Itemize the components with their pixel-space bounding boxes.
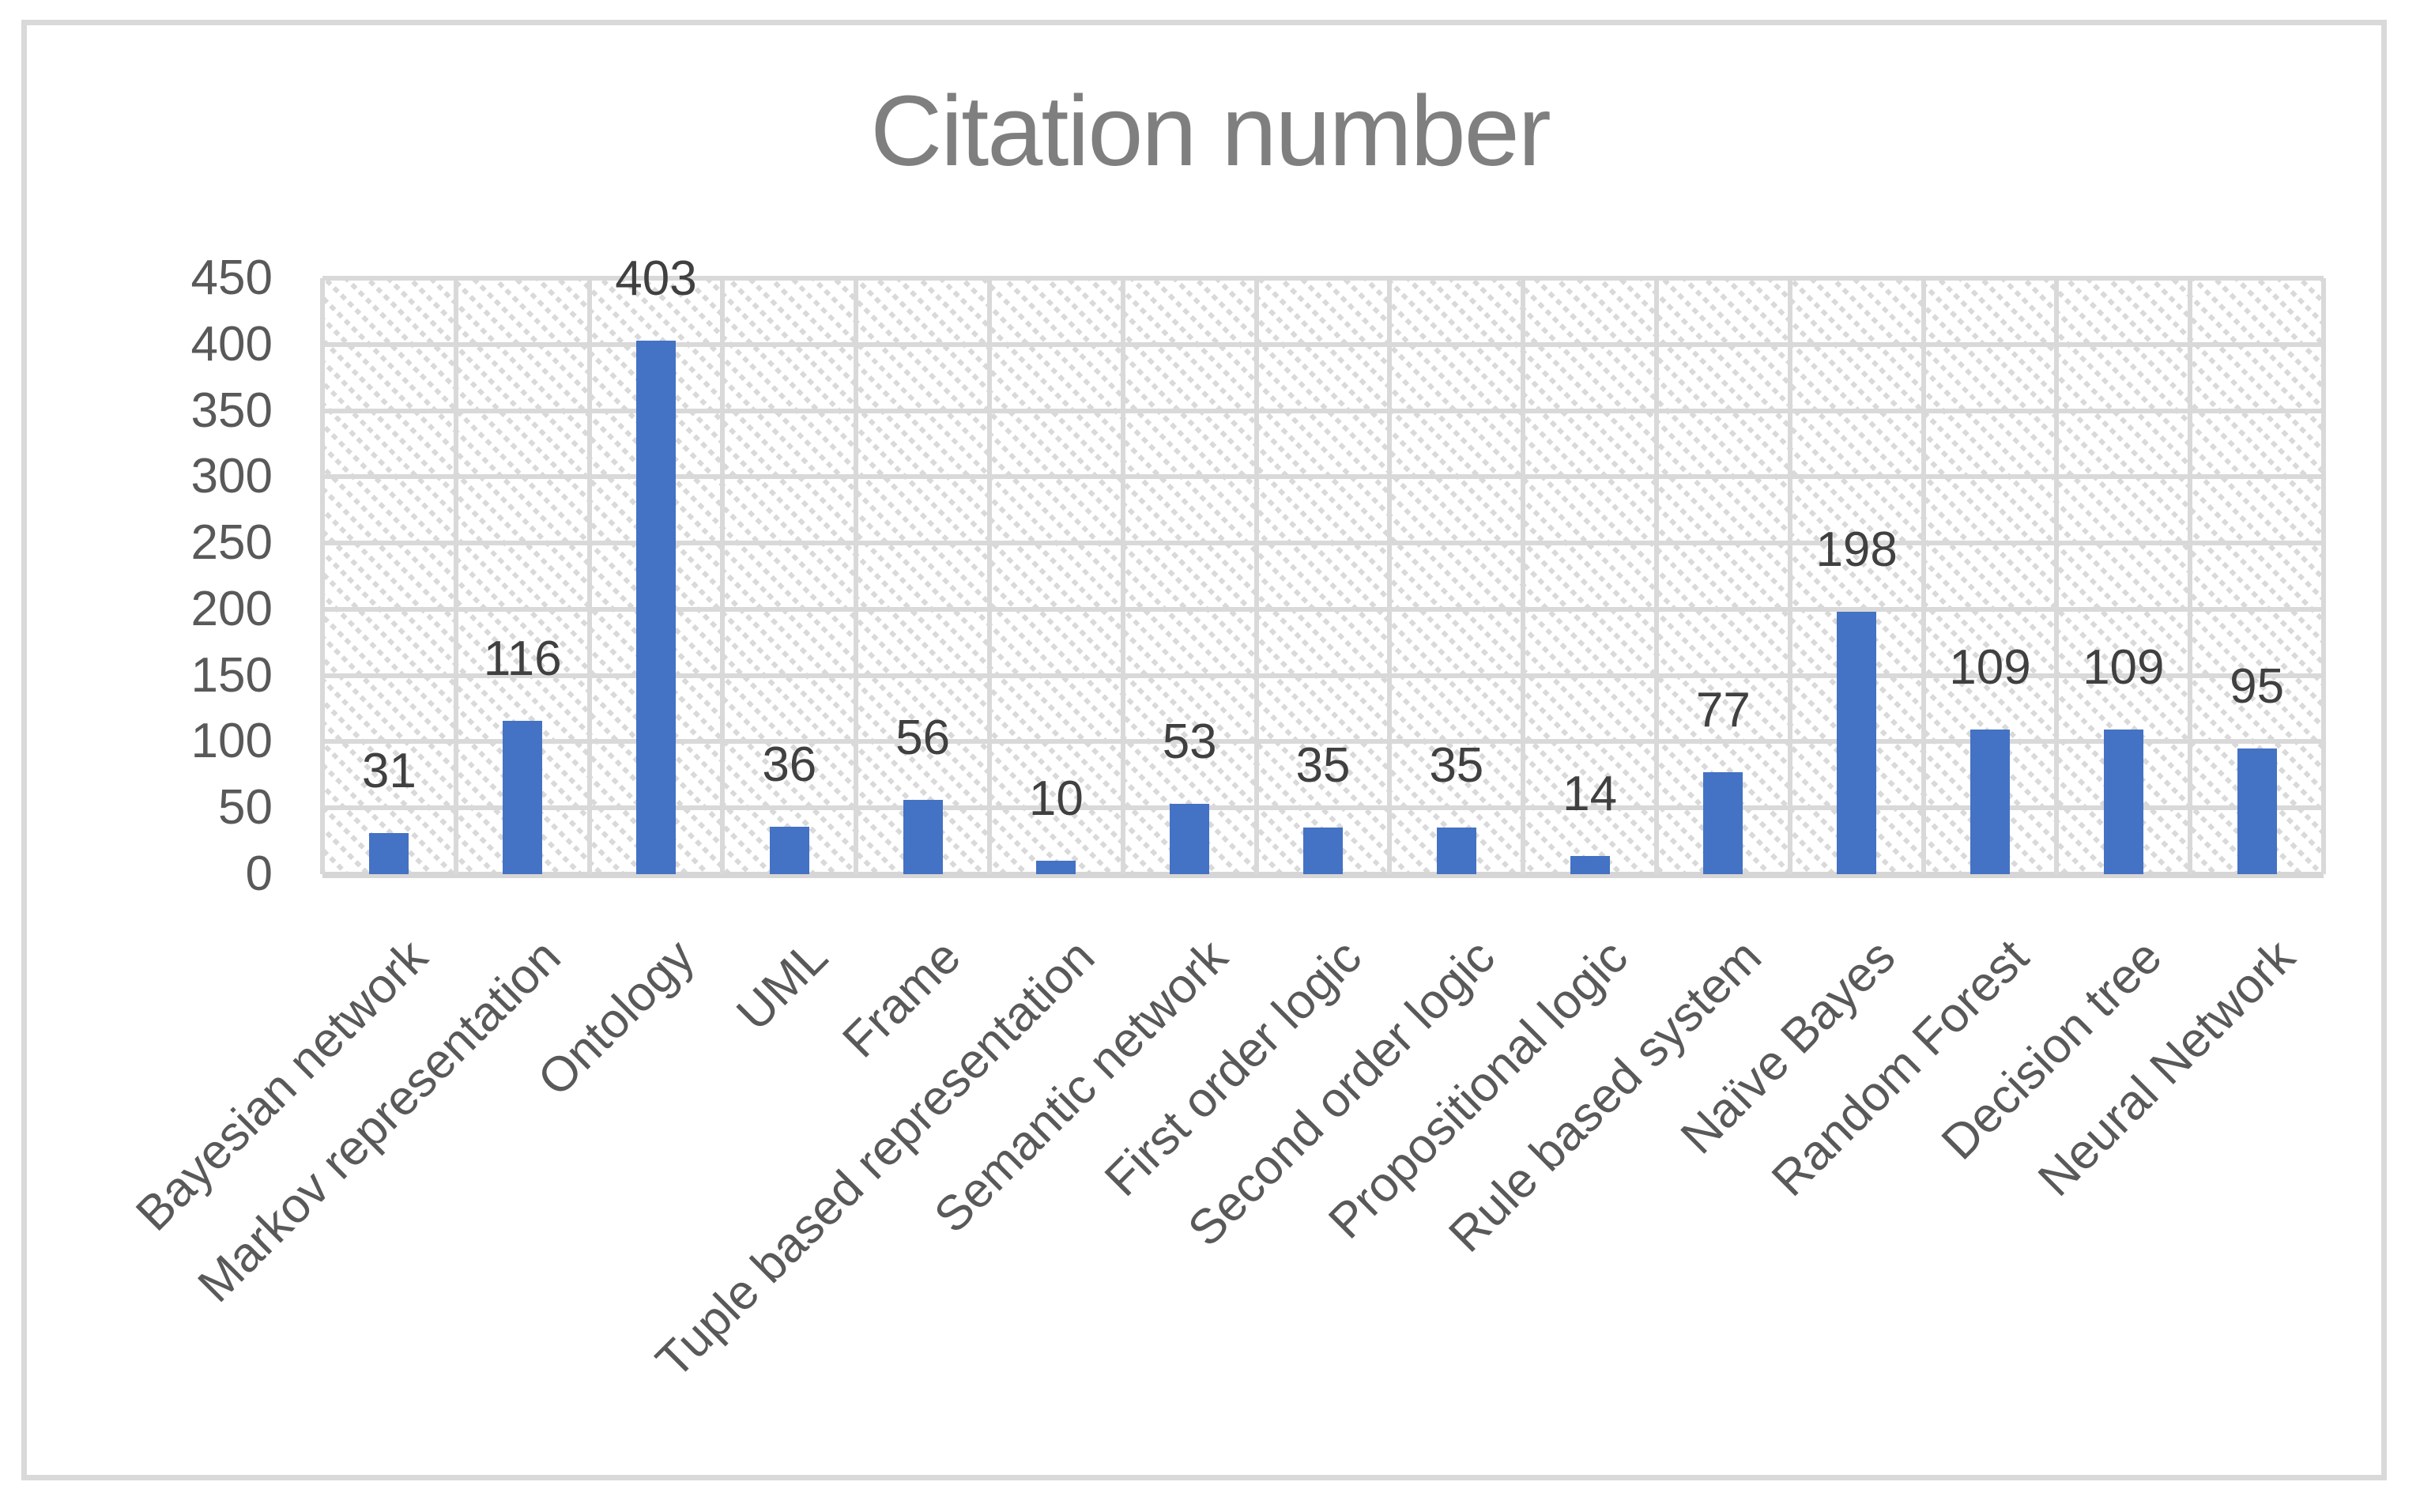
bar-value-label: 198 [1815, 522, 1898, 578]
chart-title: Citation number [870, 75, 1551, 187]
y-tick-label: 450 [190, 251, 273, 305]
bar [769, 826, 809, 874]
h-gridline [322, 606, 2324, 612]
v-gridline [720, 278, 726, 874]
bar [1170, 804, 1210, 874]
h-gridline [322, 872, 2324, 878]
h-gridline [322, 474, 2324, 480]
h-gridline [322, 673, 2324, 678]
bar-value-label: 35 [1295, 738, 1351, 794]
bar [903, 800, 943, 874]
bar-value-label: 31 [361, 744, 417, 799]
v-gridline [1654, 278, 1659, 874]
y-tick-label: 200 [190, 581, 273, 636]
v-gridline [586, 278, 592, 874]
bar-value-label: 109 [2083, 640, 2165, 696]
bar [1837, 612, 1877, 874]
bar-value-label: 77 [1695, 682, 1751, 737]
bar [1703, 771, 1743, 874]
bar [636, 340, 676, 874]
bar-value-label: 56 [895, 711, 951, 766]
v-gridline [320, 278, 325, 874]
bar-value-label: 14 [1562, 766, 1618, 821]
bar [2103, 730, 2143, 874]
y-tick-label: 350 [190, 383, 273, 438]
h-gridline [322, 805, 2324, 811]
v-gridline [2054, 278, 2060, 874]
v-gridline [2321, 278, 2326, 874]
y-tick-label: 400 [190, 316, 273, 371]
v-gridline [1921, 278, 1926, 874]
bar [1303, 828, 1343, 874]
v-gridline [1787, 278, 1792, 874]
chart-border [21, 20, 2387, 1480]
h-gridline [322, 541, 2324, 546]
bar [503, 720, 543, 874]
v-gridline [1387, 278, 1393, 874]
h-gridline [322, 739, 2324, 745]
bar-value-label: 109 [1949, 640, 2031, 696]
v-gridline [1253, 278, 1259, 874]
y-tick-label: 0 [245, 846, 273, 901]
bar [1436, 828, 1476, 874]
bar-value-label: 403 [615, 251, 697, 306]
v-gridline [1120, 278, 1125, 874]
bar [1036, 861, 1076, 874]
bar-value-label: 116 [483, 631, 562, 686]
bar [1570, 855, 1610, 874]
bar [369, 833, 409, 874]
v-gridline [2188, 278, 2193, 874]
h-gridline [322, 408, 2324, 413]
y-tick-label: 150 [190, 647, 273, 703]
h-gridline [322, 276, 2324, 281]
y-tick-label: 100 [190, 714, 273, 769]
h-gridline [322, 341, 2324, 347]
y-tick-label: 250 [190, 515, 273, 571]
v-gridline [987, 278, 992, 874]
bar-value-label: 95 [2230, 658, 2285, 714]
bar-value-label: 35 [1429, 738, 1484, 794]
bar-value-label: 10 [1028, 771, 1084, 827]
v-gridline [453, 278, 458, 874]
bar [1970, 730, 2010, 874]
y-tick-label: 50 [218, 780, 273, 835]
bar [2237, 748, 2277, 874]
v-gridline [1521, 278, 1526, 874]
v-gridline [854, 278, 859, 874]
bar-value-label: 36 [762, 737, 817, 792]
y-tick-label: 300 [190, 449, 273, 504]
bar-value-label: 53 [1162, 715, 1217, 770]
